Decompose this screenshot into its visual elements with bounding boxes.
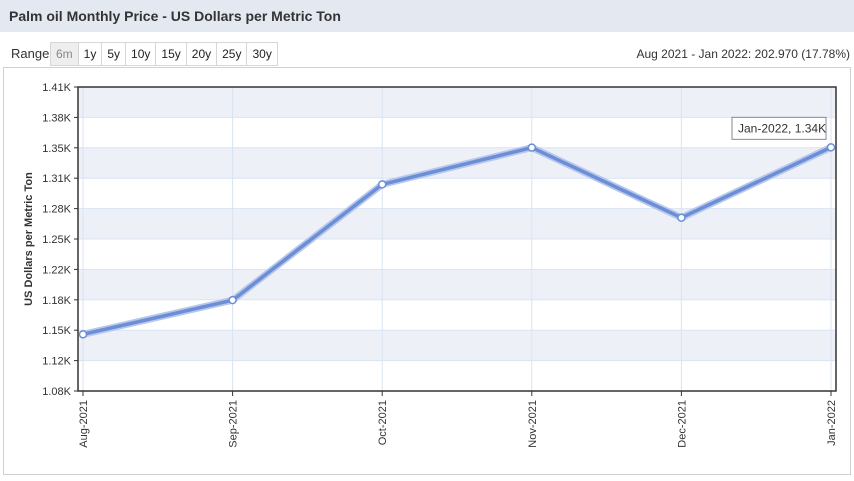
x-tick-label: Aug-2021: [78, 400, 90, 448]
chart-header: Palm oil Monthly Price - US Dollars per …: [0, 0, 854, 32]
y-tick-label: 1.12K: [42, 356, 71, 368]
y-tick-label: 1.28K: [42, 204, 71, 216]
plot-band: [78, 87, 836, 118]
data-point-Nov-2021[interactable]: [527, 143, 537, 152]
y-tick-label: 1.18K: [42, 295, 71, 307]
range-summary: Aug 2021 - Jan 2022: 202.970 (17.78%): [636, 47, 851, 61]
y-tick-label: 1.22K: [42, 264, 71, 276]
plot-band: [78, 330, 836, 361]
tooltip-text: Jan-2022, 1.34K: [738, 121, 826, 135]
y-tick-label: 1.15K: [42, 325, 71, 337]
x-tick-label: Jan-2022: [826, 400, 838, 446]
range-button-10y[interactable]: 10y: [125, 42, 157, 66]
chart-frame: [3, 67, 851, 475]
data-point-Jan-2022[interactable]: [826, 143, 836, 152]
data-point-Dec-2021[interactable]: [677, 213, 686, 222]
range-label: Range: [11, 46, 50, 61]
data-point-Aug-2021[interactable]: [78, 330, 88, 339]
tooltip-box: [731, 116, 827, 140]
x-tick-label: Nov-2021: [527, 400, 539, 448]
plot-band: [78, 269, 836, 300]
y-tick-label: 1.25K: [42, 234, 71, 246]
data-point-Oct-2021[interactable]: [377, 180, 387, 189]
y-tick-label: 1.38K: [42, 112, 71, 124]
tooltip: Jan-2022, 1.34K: [731, 116, 827, 140]
y-tick-label: 1.35K: [42, 143, 71, 155]
x-tick-label: Sep-2021: [228, 400, 240, 448]
plot-band: [78, 208, 836, 239]
series-line: [81, 145, 833, 337]
range-button-15y[interactable]: 15y: [155, 42, 187, 66]
range-button-30y[interactable]: 30y: [246, 42, 278, 66]
range-selector: 6m 1y 5y 10y 15y 20y 25y 30y: [50, 42, 278, 66]
y-tick-label: 1.08K: [42, 386, 71, 398]
chart-title: Palm oil Monthly Price - US Dollars per …: [9, 8, 341, 24]
x-tick-label: Oct-2021: [377, 400, 389, 445]
x-tick-label: Dec-2021: [676, 400, 688, 448]
range-button-20y[interactable]: 20y: [185, 42, 218, 66]
y-axis-label: US Dollars per Metric Ton: [23, 172, 35, 306]
data-point-Sep-2021[interactable]: [228, 295, 237, 305]
y-tick-label: 1.31K: [42, 173, 71, 185]
range-button-1y[interactable]: 1y: [77, 42, 103, 66]
y-tick-label: 1.41K: [42, 82, 71, 94]
